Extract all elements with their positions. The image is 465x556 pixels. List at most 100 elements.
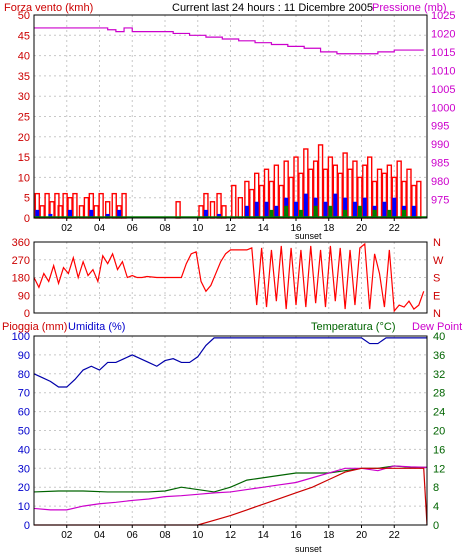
panel3-ytick-label: 10	[18, 501, 30, 513]
panel1-y2tick-label: 995	[431, 121, 449, 133]
humidity-line	[33, 337, 427, 388]
panel3-humidity-label: Umidita (%)	[68, 321, 125, 333]
panel3-xtick-label: 08	[159, 530, 171, 541]
wind-average-bar	[323, 201, 328, 218]
panel2-compass-label: W	[433, 255, 444, 267]
panel3-ytick-label: 90	[18, 350, 30, 362]
pressure-line	[34, 27, 424, 55]
panel2-compass-label: E	[433, 290, 440, 302]
panel2-ytick-label: 0	[24, 308, 30, 320]
panel1-xtick-label: 06	[127, 223, 139, 234]
header-right-label: Pressione (mb)	[372, 2, 447, 14]
panel1-ytick-label: 40	[18, 51, 30, 63]
panel1-xtick-label: 14	[258, 223, 270, 234]
panel1-ytick-label: 10	[18, 172, 30, 184]
chart-title: Current last 24 hours : 11 Dicembre 2005	[172, 2, 373, 14]
panel1-ytick-label: 50	[18, 10, 30, 22]
wind-average-bar	[343, 197, 348, 218]
panel1-ytick-label: 15	[18, 152, 30, 164]
panel3-xtick-label: 12	[225, 530, 237, 541]
wind-average-bar	[254, 201, 259, 218]
panel1-y2tick-label: 1010	[431, 65, 455, 77]
panel1-ytick-label: 20	[18, 132, 30, 144]
panel3-ytick-label: 40	[18, 444, 30, 456]
panel1-xtick-label: 16	[290, 223, 302, 234]
wind-low-bar	[313, 205, 318, 218]
panel1-ytick-label: 5	[24, 193, 30, 205]
panel1-xtick-label: 20	[356, 223, 368, 234]
panel3-y2tick-label: 40	[433, 331, 445, 343]
panel3-xtick-label: 10	[192, 530, 204, 541]
wind-average-bar	[35, 209, 40, 218]
panel2-ytick-label: 180	[12, 273, 30, 285]
panel1-xtick-label: 10	[192, 223, 204, 234]
panel1-ytick-label: 35	[18, 71, 30, 83]
wind-average-bar	[362, 197, 367, 218]
wind-low-bar	[328, 205, 333, 218]
panel3-temp-label: Temperatura (°C)	[311, 321, 395, 333]
panel2-frame	[33, 241, 428, 314]
panel1-y2tick-label: 1015	[431, 47, 455, 59]
panel2-ytick-label: 360	[12, 237, 30, 249]
panel3-xtick-label: 04	[94, 530, 106, 541]
wind-average-bar	[294, 201, 298, 218]
panel3-ytick-label: 80	[18, 369, 30, 381]
panel3-xtick-label: 16	[290, 530, 302, 541]
wind-average-bar	[244, 205, 249, 218]
wind-average-bar	[203, 209, 208, 218]
panel1-xtick-label: 12	[225, 223, 237, 234]
panel3-ytick-label: 50	[18, 426, 30, 438]
wind-low-bar	[298, 209, 303, 218]
wind-average-bar	[117, 209, 122, 218]
panel3-dew-label: Dew Point	[412, 321, 462, 333]
wind-average-bar	[217, 213, 222, 218]
wind-average-bar	[264, 201, 269, 218]
panel3-ytick-label: 20	[18, 482, 30, 494]
panel2-ytick-label: 90	[18, 290, 30, 302]
panel1-y2tick-label: 1020	[431, 28, 455, 40]
rain-line	[34, 467, 428, 526]
panel2-compass-label: S	[433, 273, 440, 285]
panel3-ytick-label: 100	[12, 331, 30, 343]
wind-average-bar	[89, 209, 94, 218]
panel1-y2tick-label: 1025	[431, 10, 455, 22]
wind-average-bar	[333, 193, 338, 218]
panel3-y2tick-label: 16	[433, 444, 445, 456]
panel3-sunset-label: sunset	[295, 544, 322, 554]
wind-low-bar	[387, 209, 392, 218]
panel3-ytick-label: 0	[24, 520, 30, 532]
wind-low-bar	[343, 209, 348, 218]
panel3-y2tick-label: 28	[433, 388, 445, 400]
wind-average-bar	[352, 201, 357, 218]
panel1-y2tick-label: 990	[431, 139, 449, 151]
wind-low-bar	[402, 209, 407, 218]
panel1-ytick-label: 30	[18, 91, 30, 103]
panel3-y2tick-label: 4	[433, 501, 439, 513]
panel1-xtick-label: 08	[159, 223, 171, 234]
wind-average-bar	[105, 213, 110, 218]
panel1-xtick-label: 18	[323, 223, 335, 234]
panel1-y2tick-label: 985	[431, 158, 449, 170]
panel1-y2tick-label: 980	[431, 176, 449, 188]
wind-low-bar	[357, 205, 362, 218]
panel3-ytick-label: 30	[18, 463, 30, 475]
panel3-xtick-label: 18	[323, 530, 335, 541]
panel3-xtick-label: 22	[389, 530, 401, 541]
panel3-xtick-label: 20	[356, 530, 368, 541]
wind-direction-line	[33, 242, 425, 313]
panel3-y2tick-label: 0	[433, 520, 439, 532]
panel3-y2tick-label: 12	[433, 463, 445, 475]
panel1-ytick-label: 45	[18, 30, 30, 42]
panel3-y2tick-label: 32	[433, 369, 445, 381]
wind-low-bar	[284, 205, 289, 218]
wind-average-bar	[68, 209, 73, 218]
panel3-y2tick-label: 20	[433, 426, 445, 438]
wind-average-bar	[303, 193, 308, 218]
panel3-ytick-label: 70	[18, 388, 30, 400]
wind-low-bar	[372, 209, 377, 218]
panel1-y2tick-label: 975	[431, 195, 449, 207]
header-left-label: Forza vento (kmh)	[4, 2, 93, 14]
panel3-y2tick-label: 36	[433, 350, 445, 362]
panel1-xtick-label: 02	[61, 223, 73, 234]
